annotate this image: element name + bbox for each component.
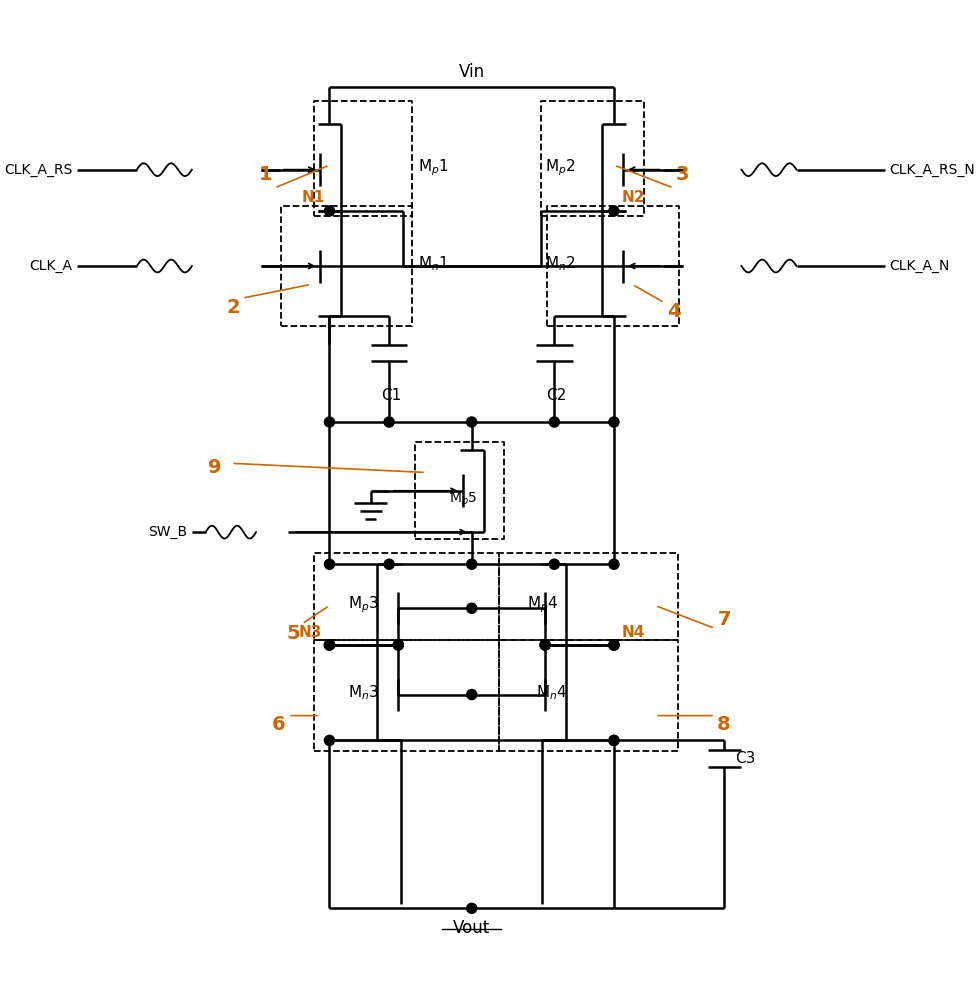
Circle shape — [549, 559, 558, 569]
Circle shape — [383, 559, 394, 569]
Text: 9: 9 — [208, 458, 221, 477]
Text: 6: 6 — [272, 715, 286, 734]
Text: 4: 4 — [666, 302, 680, 321]
Text: Vin: Vin — [458, 63, 484, 81]
Circle shape — [608, 735, 618, 745]
Text: CLK_A_N: CLK_A_N — [888, 259, 949, 273]
Text: N2: N2 — [621, 190, 645, 205]
Circle shape — [540, 640, 550, 650]
Text: SW_B: SW_B — [148, 525, 187, 539]
Circle shape — [608, 735, 618, 745]
Text: 7: 7 — [717, 610, 730, 629]
Text: 8: 8 — [717, 715, 731, 734]
Text: C1: C1 — [380, 388, 401, 403]
Text: M$_n$2: M$_n$2 — [545, 254, 575, 273]
Circle shape — [324, 640, 334, 650]
Circle shape — [393, 640, 403, 650]
Text: M$_n$1: M$_n$1 — [418, 254, 449, 273]
Text: N1: N1 — [301, 190, 325, 205]
Circle shape — [608, 559, 618, 569]
Circle shape — [467, 689, 476, 700]
Text: Vout: Vout — [453, 919, 490, 937]
Circle shape — [324, 417, 334, 427]
Text: M$_p$1: M$_p$1 — [418, 157, 449, 178]
Circle shape — [324, 735, 334, 745]
Text: 3: 3 — [676, 165, 689, 184]
Text: 5: 5 — [286, 624, 299, 643]
Circle shape — [608, 417, 618, 427]
Text: N4: N4 — [621, 625, 644, 640]
Circle shape — [324, 206, 334, 216]
Text: M$_p$2: M$_p$2 — [545, 157, 575, 178]
Circle shape — [549, 417, 558, 427]
Text: 2: 2 — [226, 298, 240, 317]
Text: C2: C2 — [546, 388, 565, 403]
Circle shape — [467, 559, 476, 569]
Text: N3: N3 — [298, 625, 322, 640]
Circle shape — [608, 206, 618, 216]
Text: M$_n$4: M$_n$4 — [535, 683, 566, 702]
Text: C3: C3 — [734, 751, 755, 766]
Circle shape — [608, 640, 618, 650]
Circle shape — [467, 903, 476, 913]
Text: M$_p$4: M$_p$4 — [526, 594, 557, 615]
Text: CLK_A_RS_N: CLK_A_RS_N — [888, 163, 974, 177]
Circle shape — [467, 417, 476, 427]
Circle shape — [540, 640, 550, 650]
Circle shape — [324, 559, 334, 569]
Text: CLK_A: CLK_A — [29, 259, 72, 273]
Text: M$_n$3: M$_n$3 — [347, 683, 378, 702]
Circle shape — [324, 640, 334, 650]
Circle shape — [324, 640, 334, 650]
Text: 1: 1 — [258, 165, 272, 184]
Text: CLK_A_RS: CLK_A_RS — [4, 163, 72, 177]
Circle shape — [608, 640, 618, 650]
Circle shape — [383, 417, 394, 427]
Text: M$_p$3: M$_p$3 — [347, 594, 378, 615]
Circle shape — [608, 640, 618, 650]
Circle shape — [393, 640, 403, 650]
Circle shape — [467, 603, 476, 613]
Text: M$_p$5: M$_p$5 — [448, 491, 476, 509]
